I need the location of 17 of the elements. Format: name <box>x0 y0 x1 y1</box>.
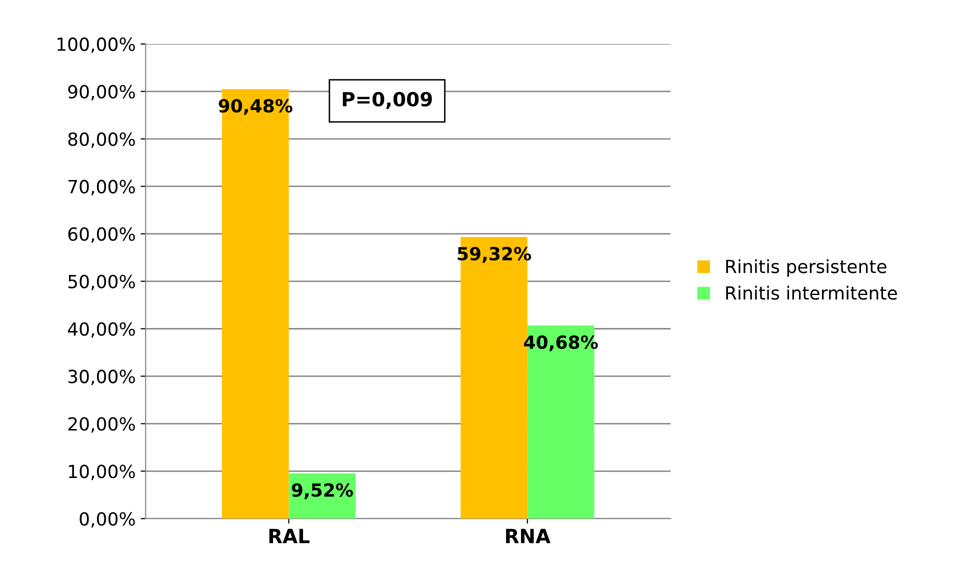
x-tick-label: RNA <box>506 528 550 544</box>
x-tick-label: RAL <box>269 528 310 544</box>
y-tick-label: 100,00% <box>58 37 135 53</box>
y-tick-label: 20,00% <box>68 417 135 433</box>
y-tick-label: 10,00% <box>69 464 135 480</box>
annotation: P=0,009 <box>342 92 432 110</box>
y-tick-label: 80,00% <box>68 132 135 148</box>
legend-label: Rinitis intermitente <box>726 286 897 300</box>
y-tick-label: 70,00% <box>68 180 135 196</box>
y-tick-label: 90,00% <box>68 84 135 100</box>
y-tick-label: 60,00% <box>68 227 135 243</box>
y-tick-label: 30,00% <box>68 370 135 386</box>
y-tick-label: 0,00% <box>80 512 135 528</box>
y-tick-label: 40,00% <box>68 322 135 338</box>
data-label: 9,52% <box>292 483 353 500</box>
legend-label: Rinitis persistente <box>726 259 886 277</box>
y-tick-label: 50,00% <box>68 274 135 290</box>
